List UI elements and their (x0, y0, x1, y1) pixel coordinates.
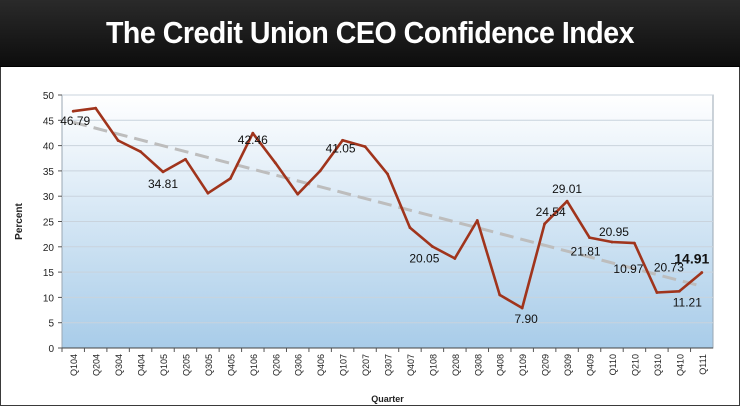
data-label: 11.21 (673, 295, 702, 309)
y-tick-label: 30 (43, 192, 55, 203)
x-tick-label: Q111 (698, 354, 708, 375)
x-tick-label: Q105 (159, 354, 169, 376)
x-tick-label: Q310 (653, 354, 663, 376)
data-point (228, 177, 232, 180)
data-point (453, 257, 457, 260)
data-label: 41.05 (326, 141, 356, 155)
data-point (565, 199, 569, 203)
x-tick-label: Q106 (249, 354, 259, 376)
data-label: 20.73 (654, 260, 684, 274)
x-tick-label: Q407 (406, 354, 416, 376)
x-tick-label: Q109 (518, 354, 528, 376)
x-tick-label: Q209 (541, 354, 551, 376)
x-axis-title: Quarter (371, 394, 404, 404)
data-point (677, 289, 681, 293)
y-axis-title: Percent (14, 202, 25, 239)
data-point (206, 191, 210, 195)
title-bar: The Credit Union CEO Confidence Index (0, 0, 740, 67)
x-tick-label: Q205 (181, 354, 191, 376)
x-tick-label: Q107 (339, 354, 349, 376)
x-tick-label: Q404 (137, 354, 147, 376)
x-tick-label: Q406 (316, 354, 326, 376)
x-tick-label: Q304 (114, 354, 124, 376)
data-point (341, 138, 345, 142)
y-tick-label: 0 (48, 344, 54, 355)
x-tick-label: Q110 (608, 354, 618, 375)
data-label: 21.81 (571, 245, 601, 259)
x-tick-label: Q104 (69, 354, 79, 376)
x-tick-label: Q207 (361, 354, 371, 376)
chart-title: The Credit Union CEO Confidence Index (105, 15, 635, 50)
data-label: 42.46 (238, 133, 268, 147)
x-tick-label: Q208 (451, 354, 461, 376)
data-label: 7.90 (515, 312, 539, 326)
data-point (588, 236, 591, 240)
data-point (251, 131, 255, 135)
data-point (139, 150, 142, 154)
data-point (408, 226, 412, 229)
data-point (610, 240, 614, 244)
x-tick-label: Q307 (384, 354, 394, 376)
x-tick-label: Q305 (204, 354, 214, 376)
data-point (498, 293, 502, 297)
data-label: 14.91 (674, 251, 709, 267)
x-tick-label: Q410 (675, 354, 685, 376)
data-point (318, 169, 322, 173)
data-point (633, 241, 636, 245)
data-point (700, 271, 704, 274)
trendline (72, 120, 703, 288)
x-tick-label: Q306 (294, 354, 304, 376)
y-tick-label: 25 (43, 218, 55, 229)
data-point (296, 192, 300, 196)
data-label: 20.95 (599, 225, 629, 239)
data-point (363, 145, 367, 149)
data-point (386, 172, 389, 176)
y-tick-label: 40 (43, 142, 55, 153)
data-point (71, 109, 75, 113)
data-label: 46.79 (60, 114, 90, 128)
x-tick-label: Q309 (563, 354, 573, 376)
y-tick-label: 15 (43, 268, 55, 279)
y-tick-label: 35 (43, 167, 55, 178)
x-tick-label: Q405 (226, 354, 236, 376)
x-tick-label: Q210 (630, 354, 640, 376)
data-point (94, 106, 98, 110)
data-label: 20.05 (409, 252, 439, 266)
x-tick-label: Q409 (586, 354, 596, 376)
y-tick-label: 5 (48, 319, 54, 330)
x-tick-label: Q308 (473, 354, 483, 376)
data-point (475, 219, 479, 222)
y-tick-label: 45 (43, 116, 55, 127)
y-tick-label: 20 (43, 243, 55, 254)
x-tick-label: Q108 (428, 354, 438, 376)
x-tick-label: Q204 (92, 354, 102, 376)
x-tick-label: Q408 (496, 354, 506, 376)
data-point (184, 157, 187, 161)
data-label: 29.01 (552, 182, 582, 196)
data-point (543, 222, 547, 226)
data-point (116, 139, 120, 142)
data-label: 24.54 (536, 205, 566, 219)
line-chart: 0 5 10 15 20 25 30 35 40 45 50 Q104 Q204 Q304 Q404 Q105… (14, 91, 714, 404)
data-point (430, 245, 434, 248)
data-point (273, 161, 277, 165)
data-label: 10.97 (613, 262, 643, 276)
data-point (161, 170, 165, 174)
data-point (520, 306, 524, 310)
data-point (655, 291, 659, 294)
y-tick-label: 50 (43, 91, 55, 102)
x-tick-label: Q206 (271, 354, 281, 376)
y-tick-label: 10 (43, 293, 55, 304)
data-label: 34.81 (148, 177, 178, 191)
